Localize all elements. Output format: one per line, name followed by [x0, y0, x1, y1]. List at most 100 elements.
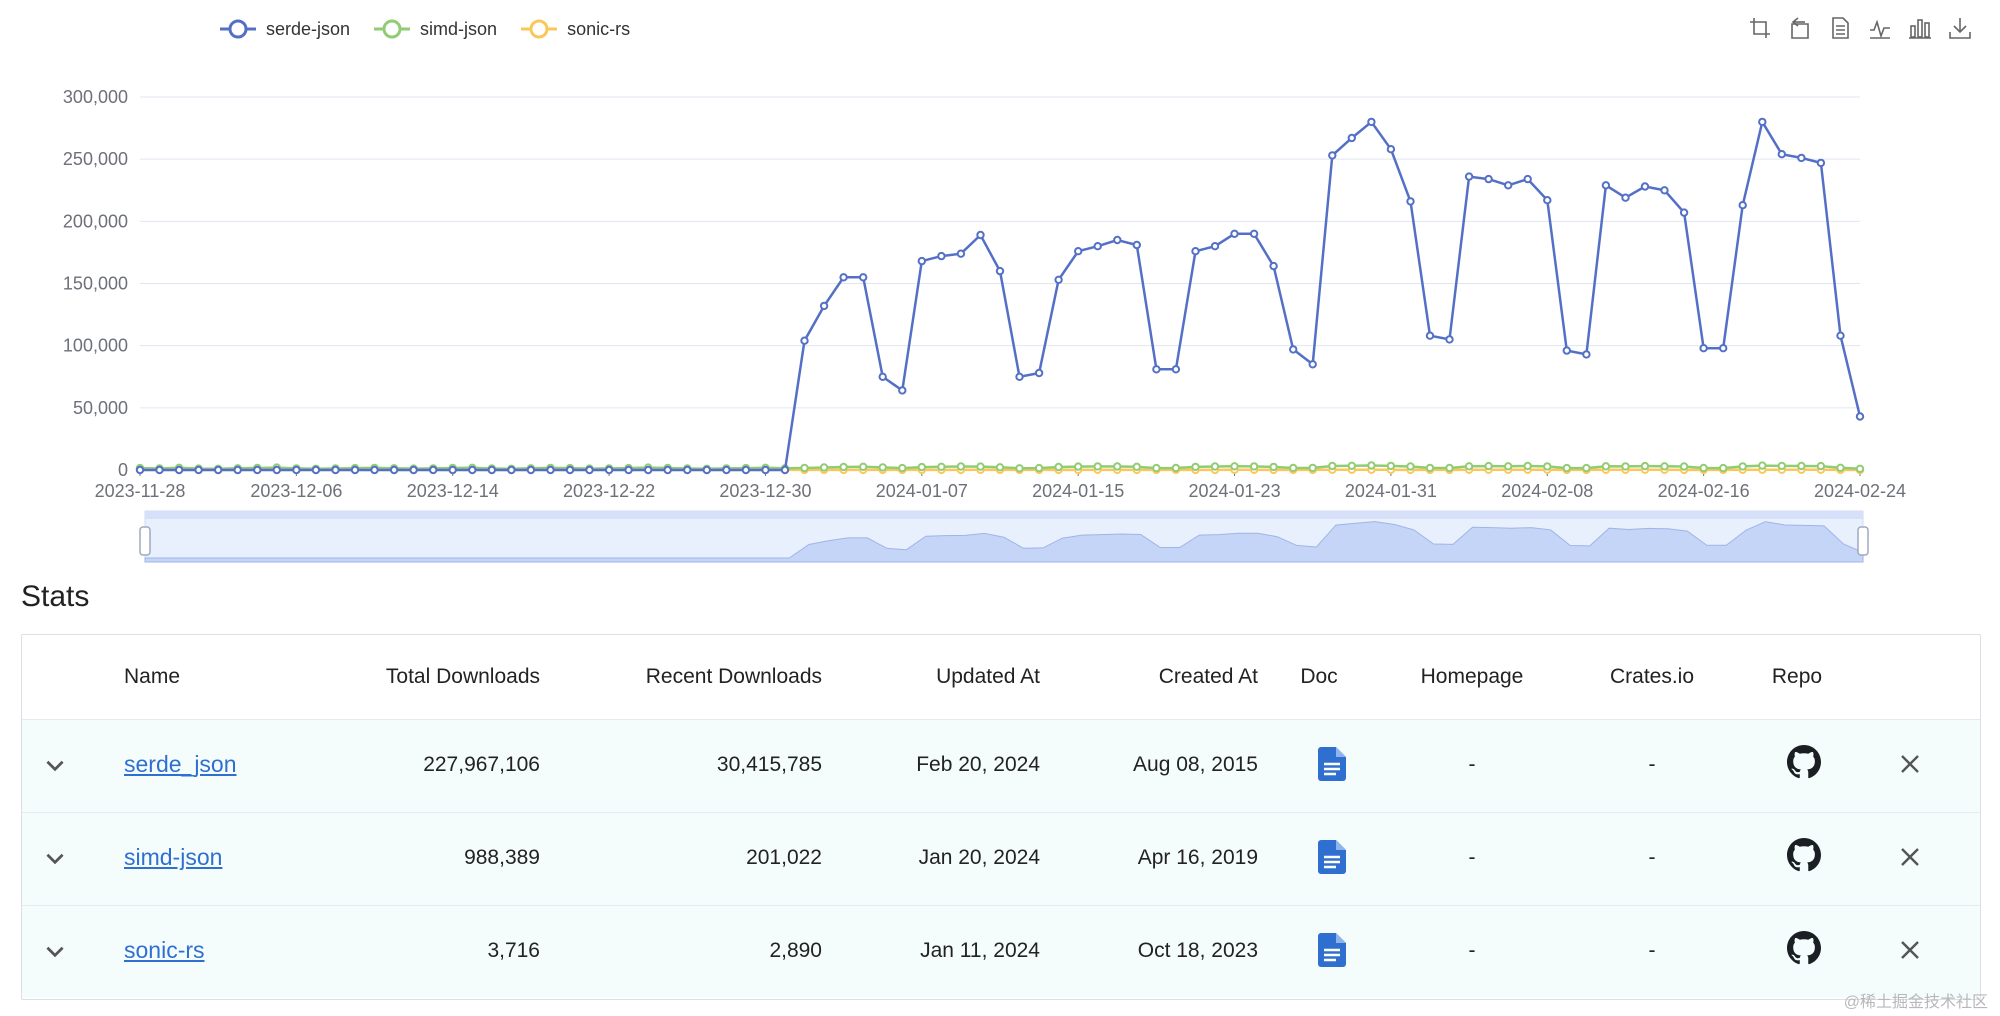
close-icon[interactable] — [1898, 845, 1922, 869]
data-point — [487, 465, 496, 475]
data-point — [1504, 181, 1513, 190]
legend-line-icon — [220, 19, 256, 39]
data-point — [1132, 240, 1142, 250]
data-point — [1464, 172, 1474, 181]
crate-name-link[interactable]: serde_json — [124, 751, 237, 777]
chevron-down-icon[interactable] — [42, 938, 68, 964]
bar-type-icon[interactable] — [1908, 16, 1932, 40]
data-point — [1425, 463, 1435, 473]
data-point — [1621, 193, 1630, 202]
y-tick-label: 250,000 — [63, 149, 128, 169]
data-point — [878, 372, 887, 381]
data-point — [1543, 462, 1552, 471]
close-icon[interactable] — [1898, 938, 1922, 962]
data-point — [214, 465, 223, 475]
data-point — [1171, 463, 1181, 473]
data-point — [1562, 463, 1572, 473]
data-point — [1660, 462, 1669, 471]
column-header-updated-at: Updated At — [936, 665, 1040, 688]
data-point — [1230, 462, 1239, 471]
github-icon[interactable] — [1787, 745, 1821, 779]
data-point — [1249, 229, 1259, 239]
series-line-serde-json — [140, 118, 1862, 472]
legend-item-sonic-rs[interactable]: sonic-rs — [519, 18, 630, 40]
data-point — [468, 465, 477, 475]
data-point — [507, 465, 516, 475]
total-downloads-cell: 227,967,106 — [423, 753, 540, 776]
zoom-reset-icon[interactable] — [1788, 16, 1812, 40]
data-point — [1738, 462, 1747, 471]
data-point — [1660, 186, 1669, 195]
legend-item-serde-json[interactable]: serde-json — [218, 18, 350, 40]
data-point — [292, 465, 301, 475]
legend-label: simd-json — [420, 18, 498, 39]
data-point — [761, 465, 770, 475]
document-icon[interactable] — [1318, 747, 1346, 781]
zoom-handle-right[interactable] — [1857, 526, 1869, 556]
zoom-handle-left[interactable] — [139, 526, 151, 556]
homepage-cell: - — [1468, 939, 1476, 962]
created-at-cell: Aug 08, 2015 — [1133, 753, 1258, 776]
download-icon[interactable] — [1948, 16, 1972, 40]
total-downloads-cell: 3,716 — [487, 939, 540, 962]
data-point — [174, 465, 184, 475]
data-point — [1582, 350, 1591, 359]
document-icon[interactable] — [1318, 840, 1346, 874]
data-point — [898, 463, 907, 473]
data-point — [1445, 463, 1454, 473]
data-point — [839, 462, 848, 472]
downloads-chart: 0 50,000 100,000 150,000 200,000 250,000 300,0… — [63, 16, 1972, 563]
data-point — [272, 465, 281, 475]
data-point — [624, 465, 633, 475]
close-icon[interactable] — [1898, 752, 1922, 776]
data-point — [1034, 368, 1044, 378]
data-point — [1269, 462, 1278, 472]
data-point — [1074, 247, 1083, 256]
crate-name-link[interactable]: sonic-rs — [124, 937, 205, 963]
data-point — [1367, 461, 1376, 470]
x-tick-label: 2024-02-08 — [1501, 481, 1593, 501]
x-tick-label: 2023-12-14 — [407, 481, 499, 501]
data-point — [331, 465, 340, 475]
data-point — [1484, 174, 1493, 184]
github-icon[interactable] — [1787, 931, 1821, 965]
data-point — [1191, 247, 1200, 256]
data-point — [702, 465, 711, 475]
data-point — [1484, 461, 1493, 471]
line-type-icon[interactable] — [1868, 16, 1892, 40]
data-point — [1132, 462, 1142, 471]
data-point — [1034, 463, 1044, 473]
document-icon[interactable] — [1318, 933, 1346, 967]
updated-at-cell: Jan 20, 2024 — [918, 846, 1040, 869]
chevron-down-icon[interactable] — [42, 845, 68, 871]
data-view-icon[interactable] — [1828, 16, 1852, 40]
data-point — [1582, 463, 1591, 473]
crate-name-link[interactable]: simd-json — [124, 844, 223, 870]
data-point — [1249, 462, 1259, 471]
y-tick-label: 100,000 — [63, 336, 128, 356]
x-tick-label: 2024-02-16 — [1658, 481, 1750, 501]
data-point — [937, 462, 946, 471]
data-point — [722, 465, 731, 475]
x-tick-label: 2024-01-15 — [1032, 481, 1124, 501]
data-point — [350, 465, 360, 475]
column-header-repo: Repo — [1771, 665, 1823, 688]
data-point — [194, 465, 203, 475]
y-tick-label: 300,000 — [63, 87, 128, 107]
data-point — [859, 462, 868, 471]
data-point — [1738, 201, 1747, 210]
crates-io-cell: - — [1648, 939, 1656, 962]
data-point — [1699, 463, 1708, 473]
legend-item-simd-json[interactable]: simd-json — [372, 18, 497, 40]
zoom-area-icon[interactable] — [1748, 16, 1772, 40]
data-point — [1640, 461, 1650, 471]
data-point — [1328, 151, 1337, 160]
data-point — [663, 465, 672, 475]
data-point — [644, 465, 653, 475]
created-at-cell: Oct 18, 2023 — [1137, 939, 1258, 962]
data-point — [429, 465, 438, 475]
data-point — [1621, 462, 1630, 471]
chevron-down-icon[interactable] — [42, 752, 68, 778]
github-icon[interactable] — [1787, 838, 1821, 872]
data-point — [1719, 463, 1728, 473]
